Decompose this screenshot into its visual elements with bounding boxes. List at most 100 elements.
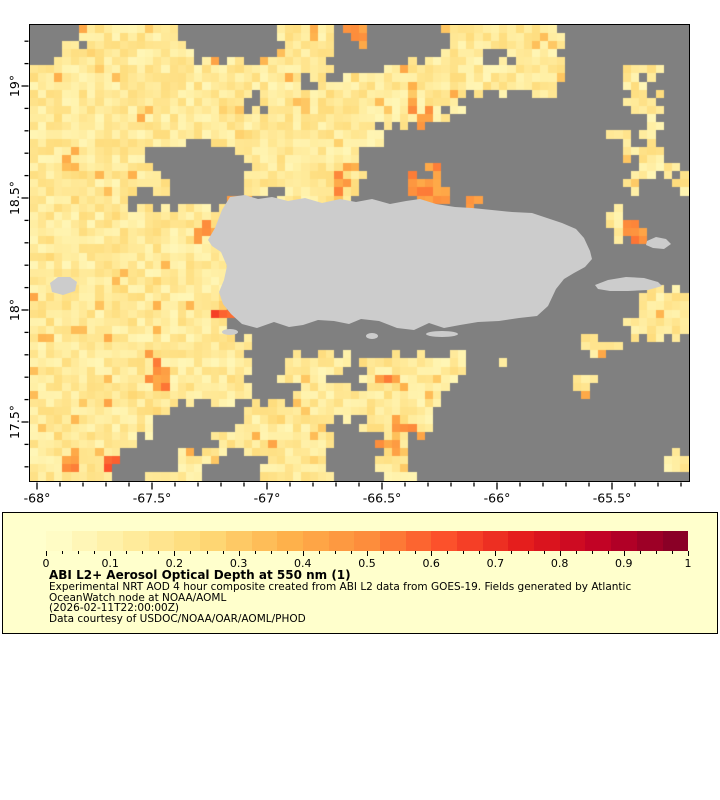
colorbar-tick bbox=[270, 551, 272, 554]
colorbar-tick bbox=[688, 551, 689, 556]
colorbar-segment bbox=[46, 531, 72, 551]
island-vieques bbox=[594, 276, 662, 291]
legend-title: ABI L2+ Aerosol Optical Depth at 550 nm … bbox=[49, 568, 351, 582]
y-axis-label-0: 19° bbox=[7, 75, 22, 97]
y-axis-label-2: 18° bbox=[7, 299, 22, 321]
colorbar-tick bbox=[110, 551, 112, 556]
colorbar-tick bbox=[46, 551, 47, 556]
island-culebra bbox=[645, 236, 671, 249]
colorbar-segment bbox=[508, 531, 535, 551]
colorbar-tick bbox=[495, 551, 497, 556]
colorbar-segment bbox=[225, 531, 252, 551]
colorbar-tick bbox=[318, 551, 320, 554]
colorbar-tick-label: 0.3 bbox=[229, 557, 248, 570]
colorbar-segment bbox=[405, 531, 432, 551]
colorbar-tick bbox=[126, 551, 128, 554]
x-axis-label-2: -67° bbox=[254, 491, 281, 506]
island-cay-3 bbox=[425, 330, 458, 337]
x-axis-label-1: -67.5° bbox=[133, 491, 172, 506]
x-axis-label-3: -66.5° bbox=[363, 491, 402, 506]
colorbar-tick bbox=[222, 551, 224, 554]
colorbar-tick bbox=[78, 551, 80, 554]
colorbar-segment bbox=[482, 531, 509, 551]
colorbar-tick bbox=[238, 551, 240, 556]
colorbar-tick bbox=[350, 551, 352, 554]
colorbar-tick bbox=[623, 551, 625, 556]
colorbar-tick bbox=[383, 551, 385, 554]
colorbar-segment bbox=[559, 531, 586, 551]
colorbar-tick-label: 0.8 bbox=[550, 557, 569, 570]
legend-line-3: (2026-02-11T22:00:00Z) bbox=[49, 602, 179, 615]
colorbar bbox=[46, 531, 689, 551]
legend-panel: 0 0.1 0.2 0.3 0.4 0.5 0.6 0.7 0.8 0.9 1 ABI L2+ Ae… bbox=[2, 512, 718, 634]
colorbar-tick bbox=[511, 551, 513, 554]
colorbar-tick bbox=[639, 551, 641, 554]
colorbar-tick bbox=[543, 551, 545, 554]
x-axis-label-0: -68° bbox=[24, 491, 51, 506]
x-axis-label-5: -65.5° bbox=[593, 491, 632, 506]
colorbar-segment bbox=[457, 531, 483, 551]
colorbar-tick-label: 0.2 bbox=[165, 557, 184, 570]
colorbar-tick-label: 0 bbox=[42, 557, 50, 570]
colorbar-segment bbox=[534, 531, 560, 551]
colorbar-segment bbox=[636, 531, 663, 551]
colorbar-tick-label: 0.1 bbox=[101, 557, 119, 570]
colorbar-tick bbox=[302, 551, 304, 556]
colorbar-tick bbox=[655, 551, 657, 554]
colorbar-tick bbox=[527, 551, 529, 554]
y-axis-label-3: 17.5° bbox=[7, 405, 22, 439]
colorbar-segment bbox=[379, 531, 406, 551]
colorbar-segment bbox=[251, 531, 278, 551]
colorbar-segment bbox=[611, 531, 637, 551]
colorbar-tick bbox=[174, 551, 176, 556]
colorbar-tick-label: 0.7 bbox=[486, 557, 505, 570]
colorbar-segment bbox=[302, 531, 329, 551]
colorbar-tick-label: 0.5 bbox=[358, 557, 376, 570]
colorbar-tick bbox=[559, 551, 561, 556]
legend-line-2: OceanWatch node at NOAA/AOML bbox=[49, 591, 227, 604]
colorbar-tick bbox=[671, 551, 673, 554]
colorbar-segment bbox=[277, 531, 303, 551]
colorbar-tick bbox=[206, 551, 208, 554]
colorbar-tick bbox=[399, 551, 401, 554]
colorbar-segment bbox=[174, 531, 201, 551]
colorbar-tick bbox=[447, 551, 449, 554]
colorbar-tick bbox=[607, 551, 609, 554]
colorbar-tick-label: 0.6 bbox=[422, 557, 440, 570]
colorbar-tick bbox=[431, 551, 433, 556]
colorbar-segment bbox=[123, 531, 149, 551]
colorbar-tick bbox=[62, 551, 64, 554]
island-mona bbox=[49, 276, 77, 295]
colorbar-tick-label: 1 bbox=[684, 557, 692, 570]
colorbar-segment bbox=[97, 531, 124, 551]
island-puerto-rico bbox=[207, 194, 592, 330]
colorbar-tick bbox=[479, 551, 481, 554]
colorbar-tick bbox=[158, 551, 160, 554]
colorbar-tick bbox=[591, 551, 593, 554]
legend-text: ABI L2+ Aerosol Optical Depth at 550 nm … bbox=[49, 569, 631, 624]
colorbar-segment bbox=[71, 531, 98, 551]
colorbar-tick bbox=[575, 551, 577, 554]
y-axis-label-1: 18.5° bbox=[7, 181, 22, 215]
legend-line-4: Data courtesy of USDOC/NOAA/OAR/AOML/PHO… bbox=[49, 612, 306, 625]
colorbar-tick-label: 0.4 bbox=[294, 557, 312, 570]
colorbar-segment bbox=[200, 531, 226, 551]
colorbar-segment bbox=[431, 531, 457, 551]
colorbar-segment bbox=[585, 531, 612, 551]
colorbar-segment bbox=[662, 531, 689, 551]
island-cay-2 bbox=[365, 332, 378, 339]
colorbar-tick bbox=[142, 551, 144, 554]
map-panel bbox=[28, 23, 690, 482]
colorbar-tick bbox=[334, 551, 336, 554]
x-axis-label-4: -66° bbox=[484, 491, 511, 506]
colorbar-tick-label: 0.9 bbox=[615, 557, 633, 570]
colorbar-tick bbox=[94, 551, 96, 554]
colorbar-tick bbox=[286, 551, 288, 554]
colorbar-segment bbox=[148, 531, 175, 551]
island-cay-1 bbox=[221, 328, 238, 335]
colorbar-tick bbox=[415, 551, 417, 554]
colorbar-tick bbox=[254, 551, 256, 554]
legend-line-1: Experimental NRT AOD 4 hour composite cr… bbox=[49, 581, 632, 593]
colorbar-segment bbox=[354, 531, 380, 551]
